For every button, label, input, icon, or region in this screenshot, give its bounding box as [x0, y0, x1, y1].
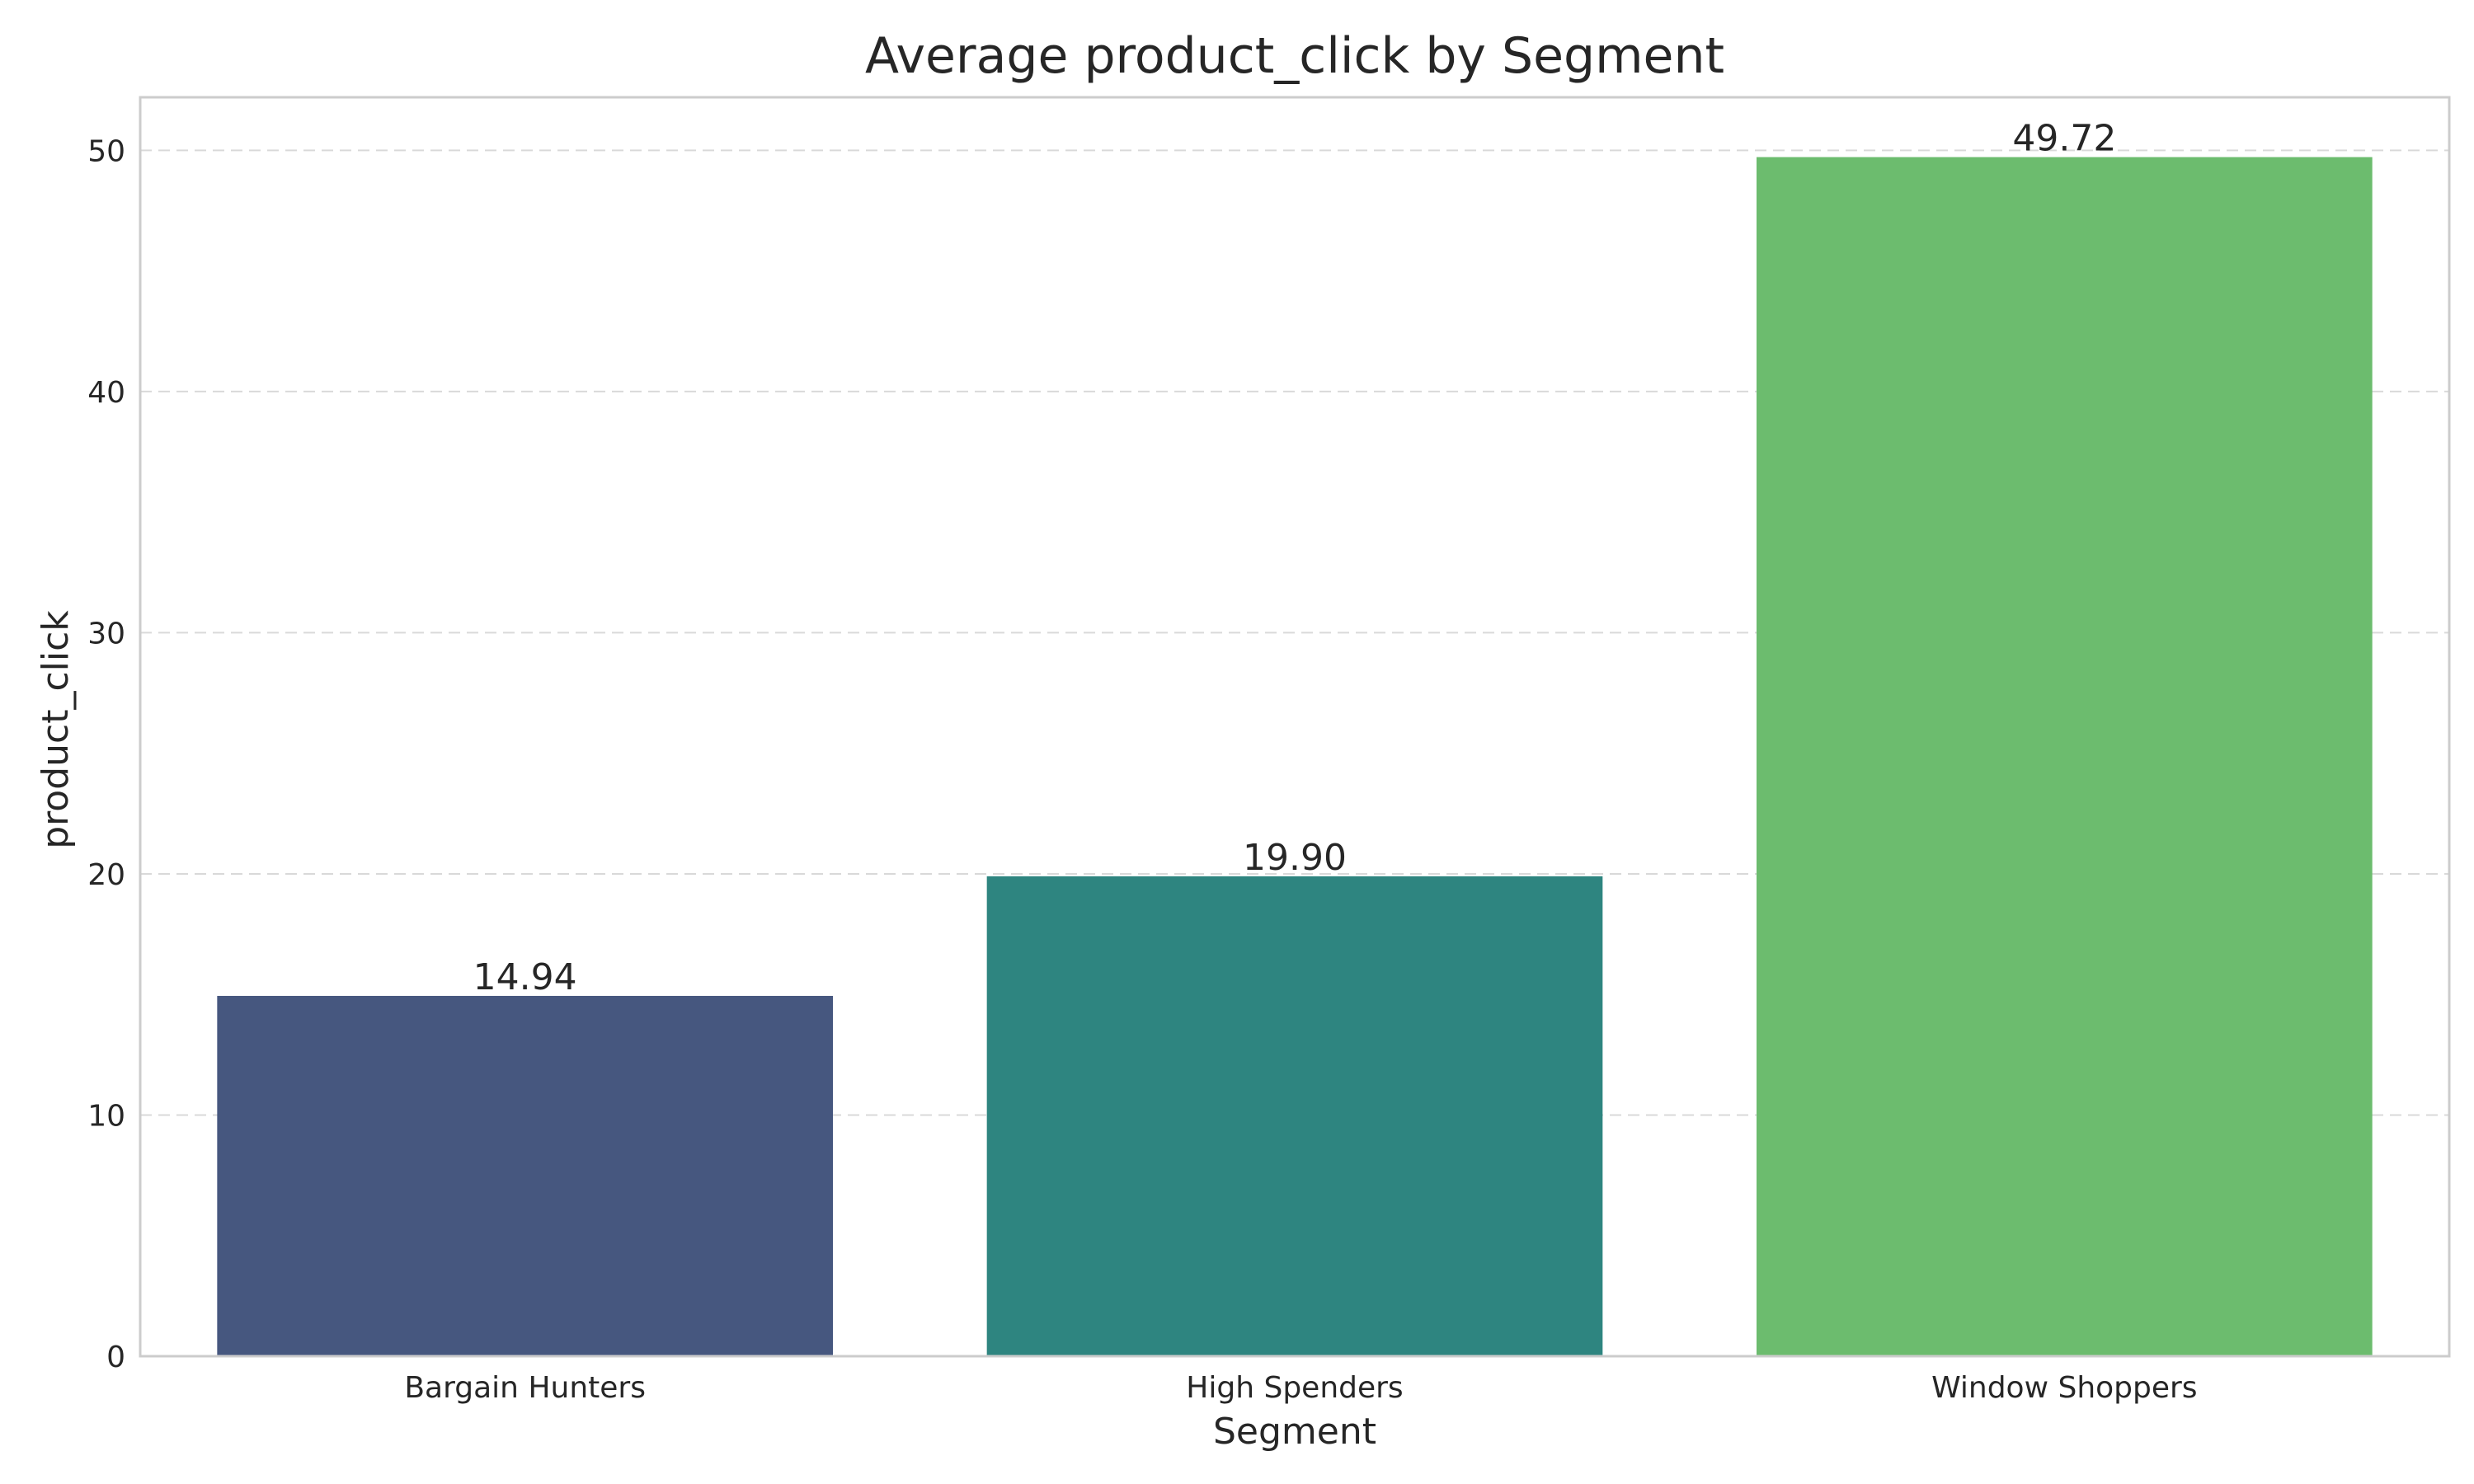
bar-value-labels: 14.94 19.90 49.72: [473, 118, 2117, 998]
y-axis-label: product_click: [35, 610, 77, 849]
y-tick-label: 0: [106, 1341, 125, 1374]
y-tick-label: 20: [87, 858, 125, 892]
x-tick-labels: Bargain Hunters High Spenders Window Shopp…: [404, 1371, 2197, 1405]
y-tick-label: 30: [87, 617, 125, 650]
bar: [986, 876, 1603, 1356]
x-axis-label: Segment: [1213, 1411, 1376, 1453]
bar-value-label: 49.72: [2012, 118, 2116, 160]
y-tick-label: 10: [87, 1099, 125, 1133]
y-tick-labels: 0 10 20 30 40 50: [87, 134, 125, 1374]
bar-value-label: 19.90: [1243, 837, 1347, 879]
plot-frame: [139, 96, 2451, 1358]
bars: [217, 157, 2373, 1356]
bar: [217, 995, 833, 1356]
bar-value-label: 14.94: [473, 956, 577, 998]
chart-title: Average product_click by Segment: [865, 27, 1724, 85]
y-tick-label: 50: [87, 134, 125, 168]
y-tick-label: 40: [87, 376, 125, 410]
x-tick-label: Window Shoppers: [1931, 1371, 2198, 1405]
x-tick-label: Bargain Hunters: [404, 1371, 646, 1405]
x-tick-label: High Spenders: [1186, 1371, 1403, 1405]
bar: [1757, 157, 2373, 1356]
